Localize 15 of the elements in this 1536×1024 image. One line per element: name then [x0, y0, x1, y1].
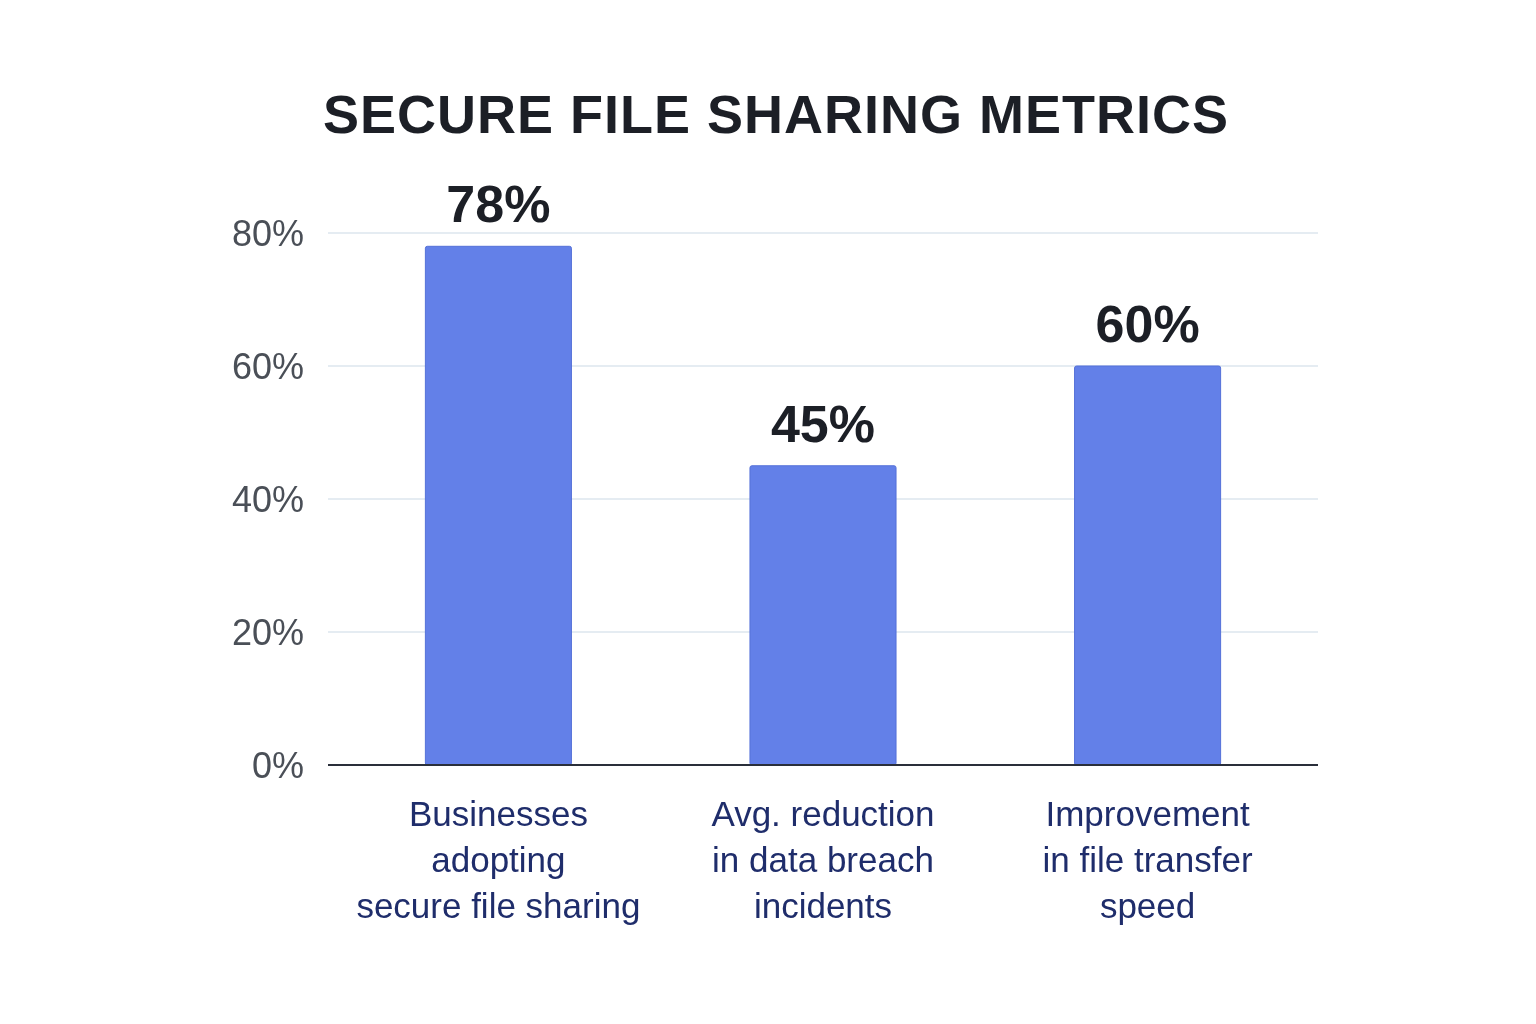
- bar: [424, 245, 572, 766]
- y-tick-label: 0%: [251, 744, 304, 786]
- y-tick-label: 80%: [231, 212, 304, 254]
- y-tick-label: 60%: [231, 345, 304, 387]
- y-tick-label: 40%: [231, 478, 304, 520]
- data-label: 45%: [770, 394, 876, 453]
- bar: [749, 465, 897, 766]
- data-label: 60%: [1095, 295, 1200, 353]
- data-label: 78%: [446, 175, 551, 234]
- chart-title: SECURE FILE SHARING METRICS: [322, 84, 1230, 144]
- x-tick-label: Businesses adopting secure file sharing: [356, 794, 641, 925]
- y-tick-label: 20%: [231, 611, 304, 653]
- x-tick-label: Avg. reduction in data breach incidents: [711, 794, 935, 925]
- x-tick-label: Improvement in file transfer speed: [1042, 794, 1253, 925]
- bar: [1074, 365, 1222, 766]
